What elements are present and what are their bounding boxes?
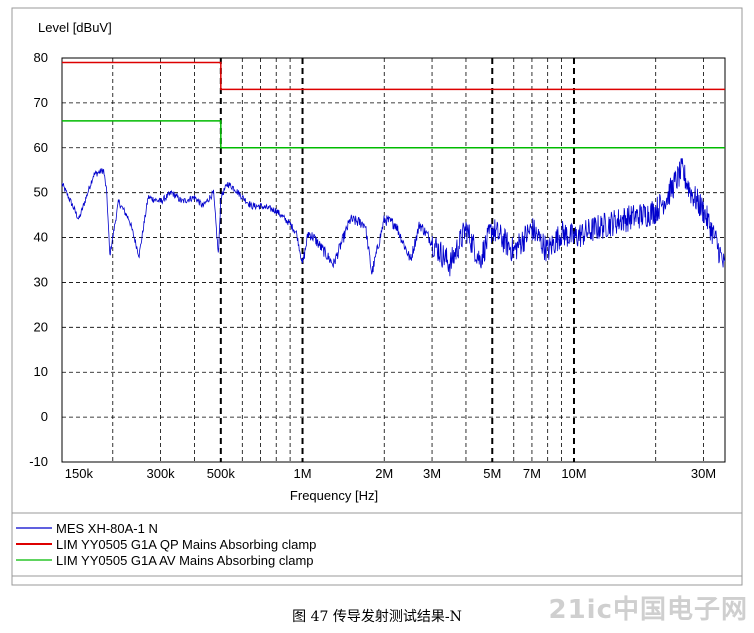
legend-entry: LIM YY0505 G1A QP Mains Absorbing clamp	[56, 537, 316, 552]
y-tick-label: -10	[29, 454, 48, 469]
emission-chart: Level [dBuV] 80 70 60 50 40 30 20 10 0 -10 150k 300…	[11, 7, 743, 586]
plot-frame	[61, 57, 726, 463]
y-tick-label: 10	[34, 364, 48, 379]
y-tick-label: 70	[34, 95, 48, 110]
x-tick-label: 2M	[375, 466, 393, 481]
y-tick-label: 0	[41, 409, 48, 424]
x-tick-label: 500k	[207, 466, 236, 481]
y-tick-label: 50	[34, 185, 48, 200]
legend-entry: MES XH-80A-1 N	[56, 521, 158, 536]
x-axis-title: Frequency [Hz]	[290, 488, 378, 503]
y-tick-label: 30	[34, 274, 48, 289]
x-tick-label: 30M	[691, 466, 716, 481]
y-tick-label: 20	[34, 319, 48, 334]
x-tick-label: 10M	[561, 466, 586, 481]
series-qp-limit-line	[62, 61, 725, 91]
y-tick-label: 60	[34, 140, 48, 155]
x-tick-label: 1M	[293, 466, 311, 481]
x-tick-label: 5M	[483, 466, 501, 481]
y-axis-title: Level [dBuV]	[38, 20, 112, 35]
watermark-logo: 21ic中国电子网	[548, 595, 748, 625]
legend-entry: LIM YY0505 G1A AV Mains Absorbing clamp	[56, 553, 314, 568]
y-tick-label: 80	[34, 50, 48, 65]
x-tick-label: 300k	[146, 466, 175, 481]
series-av-limit-line	[62, 120, 725, 149]
x-tick-label: 150k	[65, 466, 94, 481]
plot-area: 80 70 60 50 40 30 20 10 0 -10 150k 300k 500k 1M 2M 3M 5M…	[29, 50, 726, 481]
x-tick-label: 7M	[523, 466, 541, 481]
figure-caption: 图 47 传导发射测试结果-N	[292, 609, 462, 625]
x-tick-label: 3M	[423, 466, 441, 481]
series-mes-trace	[62, 158, 725, 277]
y-tick-label: 40	[34, 230, 48, 245]
